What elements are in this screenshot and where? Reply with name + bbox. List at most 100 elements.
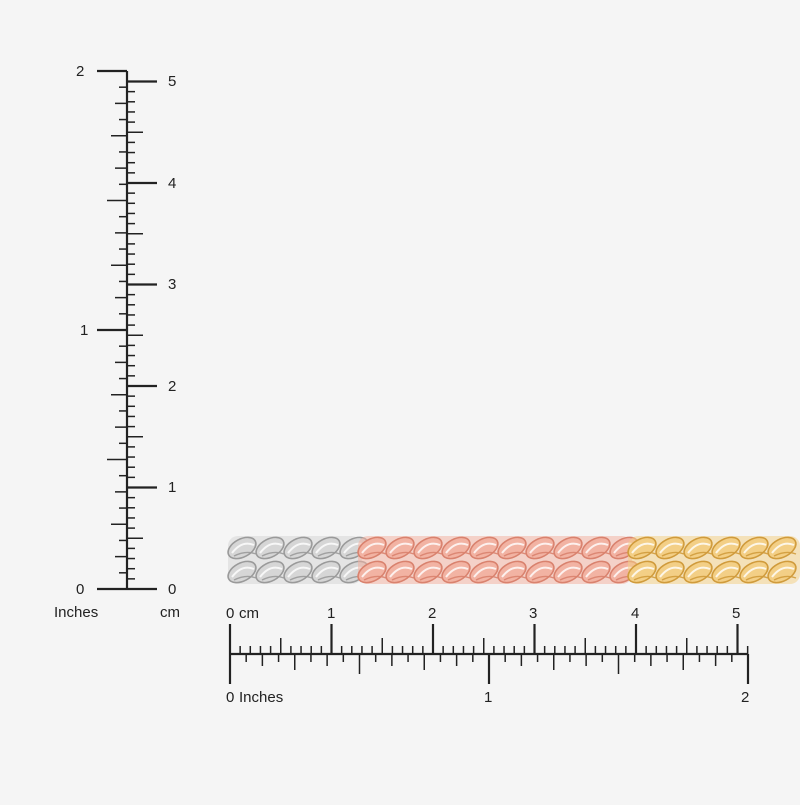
rope-shadow	[363, 551, 387, 557]
rope-shadow	[633, 575, 657, 581]
horizontal-inch-unit: Inches	[239, 689, 284, 706]
rope-shadow	[447, 551, 471, 557]
rope-shadow	[745, 575, 769, 581]
rope-highlight	[417, 542, 441, 554]
rope-highlight	[417, 566, 441, 578]
rope-shadow	[531, 575, 555, 581]
rope-highlight	[743, 542, 767, 554]
rope-shadow	[391, 575, 415, 581]
rope-highlight	[501, 566, 525, 578]
rope-highlight	[445, 542, 469, 554]
rope-highlight	[287, 542, 311, 554]
rope-highlight	[231, 542, 255, 554]
horizontal-ruler	[228, 624, 750, 684]
rope-shadow	[475, 575, 499, 581]
rope-shadow	[317, 551, 341, 557]
horizontal-cm-unit: cm	[239, 605, 259, 622]
horizontal-cm-label-3: 3	[529, 605, 538, 622]
rope-highlight	[287, 566, 311, 578]
horizontal-cm-label-1: 1	[327, 605, 336, 622]
rope-highlight	[315, 566, 339, 578]
rope-shadow	[773, 575, 797, 581]
rope-shadow	[419, 575, 443, 581]
rope-highlight	[231, 566, 255, 578]
rope-shadow	[559, 575, 583, 581]
rope-shadow	[233, 551, 257, 557]
rope-shadow	[587, 551, 611, 557]
rope-shadow	[661, 575, 685, 581]
horizontal-cm-label-5: 5	[732, 605, 741, 622]
rope-shadow	[391, 551, 415, 557]
rope-shadow	[745, 551, 769, 557]
rope-highlight	[389, 542, 413, 554]
horizontal-cm-label-0: 0	[226, 605, 235, 622]
vertical-cm-unit: cm	[160, 604, 180, 621]
rope-highlight	[529, 566, 553, 578]
horizontal-inch-label-2: 2	[741, 689, 750, 706]
vertical-cm-label-5: 5	[168, 73, 177, 90]
vertical-cm-label-2: 2	[168, 378, 177, 395]
horizontal-cm-label-2: 2	[428, 605, 437, 622]
vertical-cm-label-1: 1	[168, 479, 177, 496]
vertical-cm-label-4: 4	[168, 175, 177, 192]
horizontal-cm-label-4: 4	[631, 605, 640, 622]
rope-shadow	[531, 551, 555, 557]
rope-shadow	[661, 551, 685, 557]
rope-highlight	[557, 542, 581, 554]
rope-shadow	[475, 551, 499, 557]
rope-highlight	[557, 566, 581, 578]
rope-highlight	[315, 542, 339, 554]
rope-shadow	[289, 551, 313, 557]
rope-highlight	[529, 542, 553, 554]
rope-shadow	[289, 575, 313, 581]
rope-shadow	[317, 575, 341, 581]
rope-shadow	[559, 551, 583, 557]
rope-highlight	[445, 566, 469, 578]
rope-shadow	[503, 551, 527, 557]
rope-highlight	[473, 542, 497, 554]
rope-shadow	[363, 575, 387, 581]
vertical-inch-unit: Inches	[54, 604, 99, 621]
rope-shadow	[689, 551, 713, 557]
vertical-cm-label-3: 3	[168, 276, 177, 293]
rope-highlight	[687, 566, 711, 578]
rope-highlight	[259, 566, 283, 578]
rope-shadow	[773, 551, 797, 557]
rope-highlight	[771, 566, 795, 578]
rope-shadow	[447, 575, 471, 581]
rope-shadow	[261, 575, 285, 581]
rope-shadow	[261, 551, 285, 557]
rope-highlight	[715, 542, 739, 554]
vertical-inch-label-1: 1	[80, 322, 89, 339]
vertical-cm-label-0: 0	[168, 581, 177, 598]
rope-highlight	[687, 542, 711, 554]
rope-highlight	[659, 566, 683, 578]
rope-highlight	[259, 542, 283, 554]
rope-shadow	[503, 575, 527, 581]
rope-highlight	[585, 566, 609, 578]
rope-highlight	[501, 542, 525, 554]
rope-highlight	[659, 542, 683, 554]
rope-highlight	[715, 566, 739, 578]
rope-shadow	[633, 551, 657, 557]
rope-highlight	[473, 566, 497, 578]
chain-segment-white-gold	[227, 536, 369, 584]
rope-highlight	[585, 542, 609, 554]
chain-segment-rose-gold	[357, 536, 639, 584]
rope-shadow	[717, 551, 741, 557]
vertical-inch-label-0: 0	[76, 581, 85, 598]
chain-segment-yellow-gold	[627, 536, 800, 584]
rope-chain	[227, 536, 800, 584]
rope-shadow	[587, 575, 611, 581]
rope-highlight	[389, 566, 413, 578]
rope-shadow	[717, 575, 741, 581]
horizontal-inch-label-1: 1	[484, 689, 493, 706]
rope-highlight	[361, 566, 385, 578]
vertical-inch-label-2: 2	[76, 63, 85, 80]
vertical-ruler	[97, 69, 157, 591]
rope-highlight	[743, 566, 767, 578]
rope-highlight	[631, 542, 655, 554]
horizontal-inch-label-0: 0	[226, 689, 235, 706]
